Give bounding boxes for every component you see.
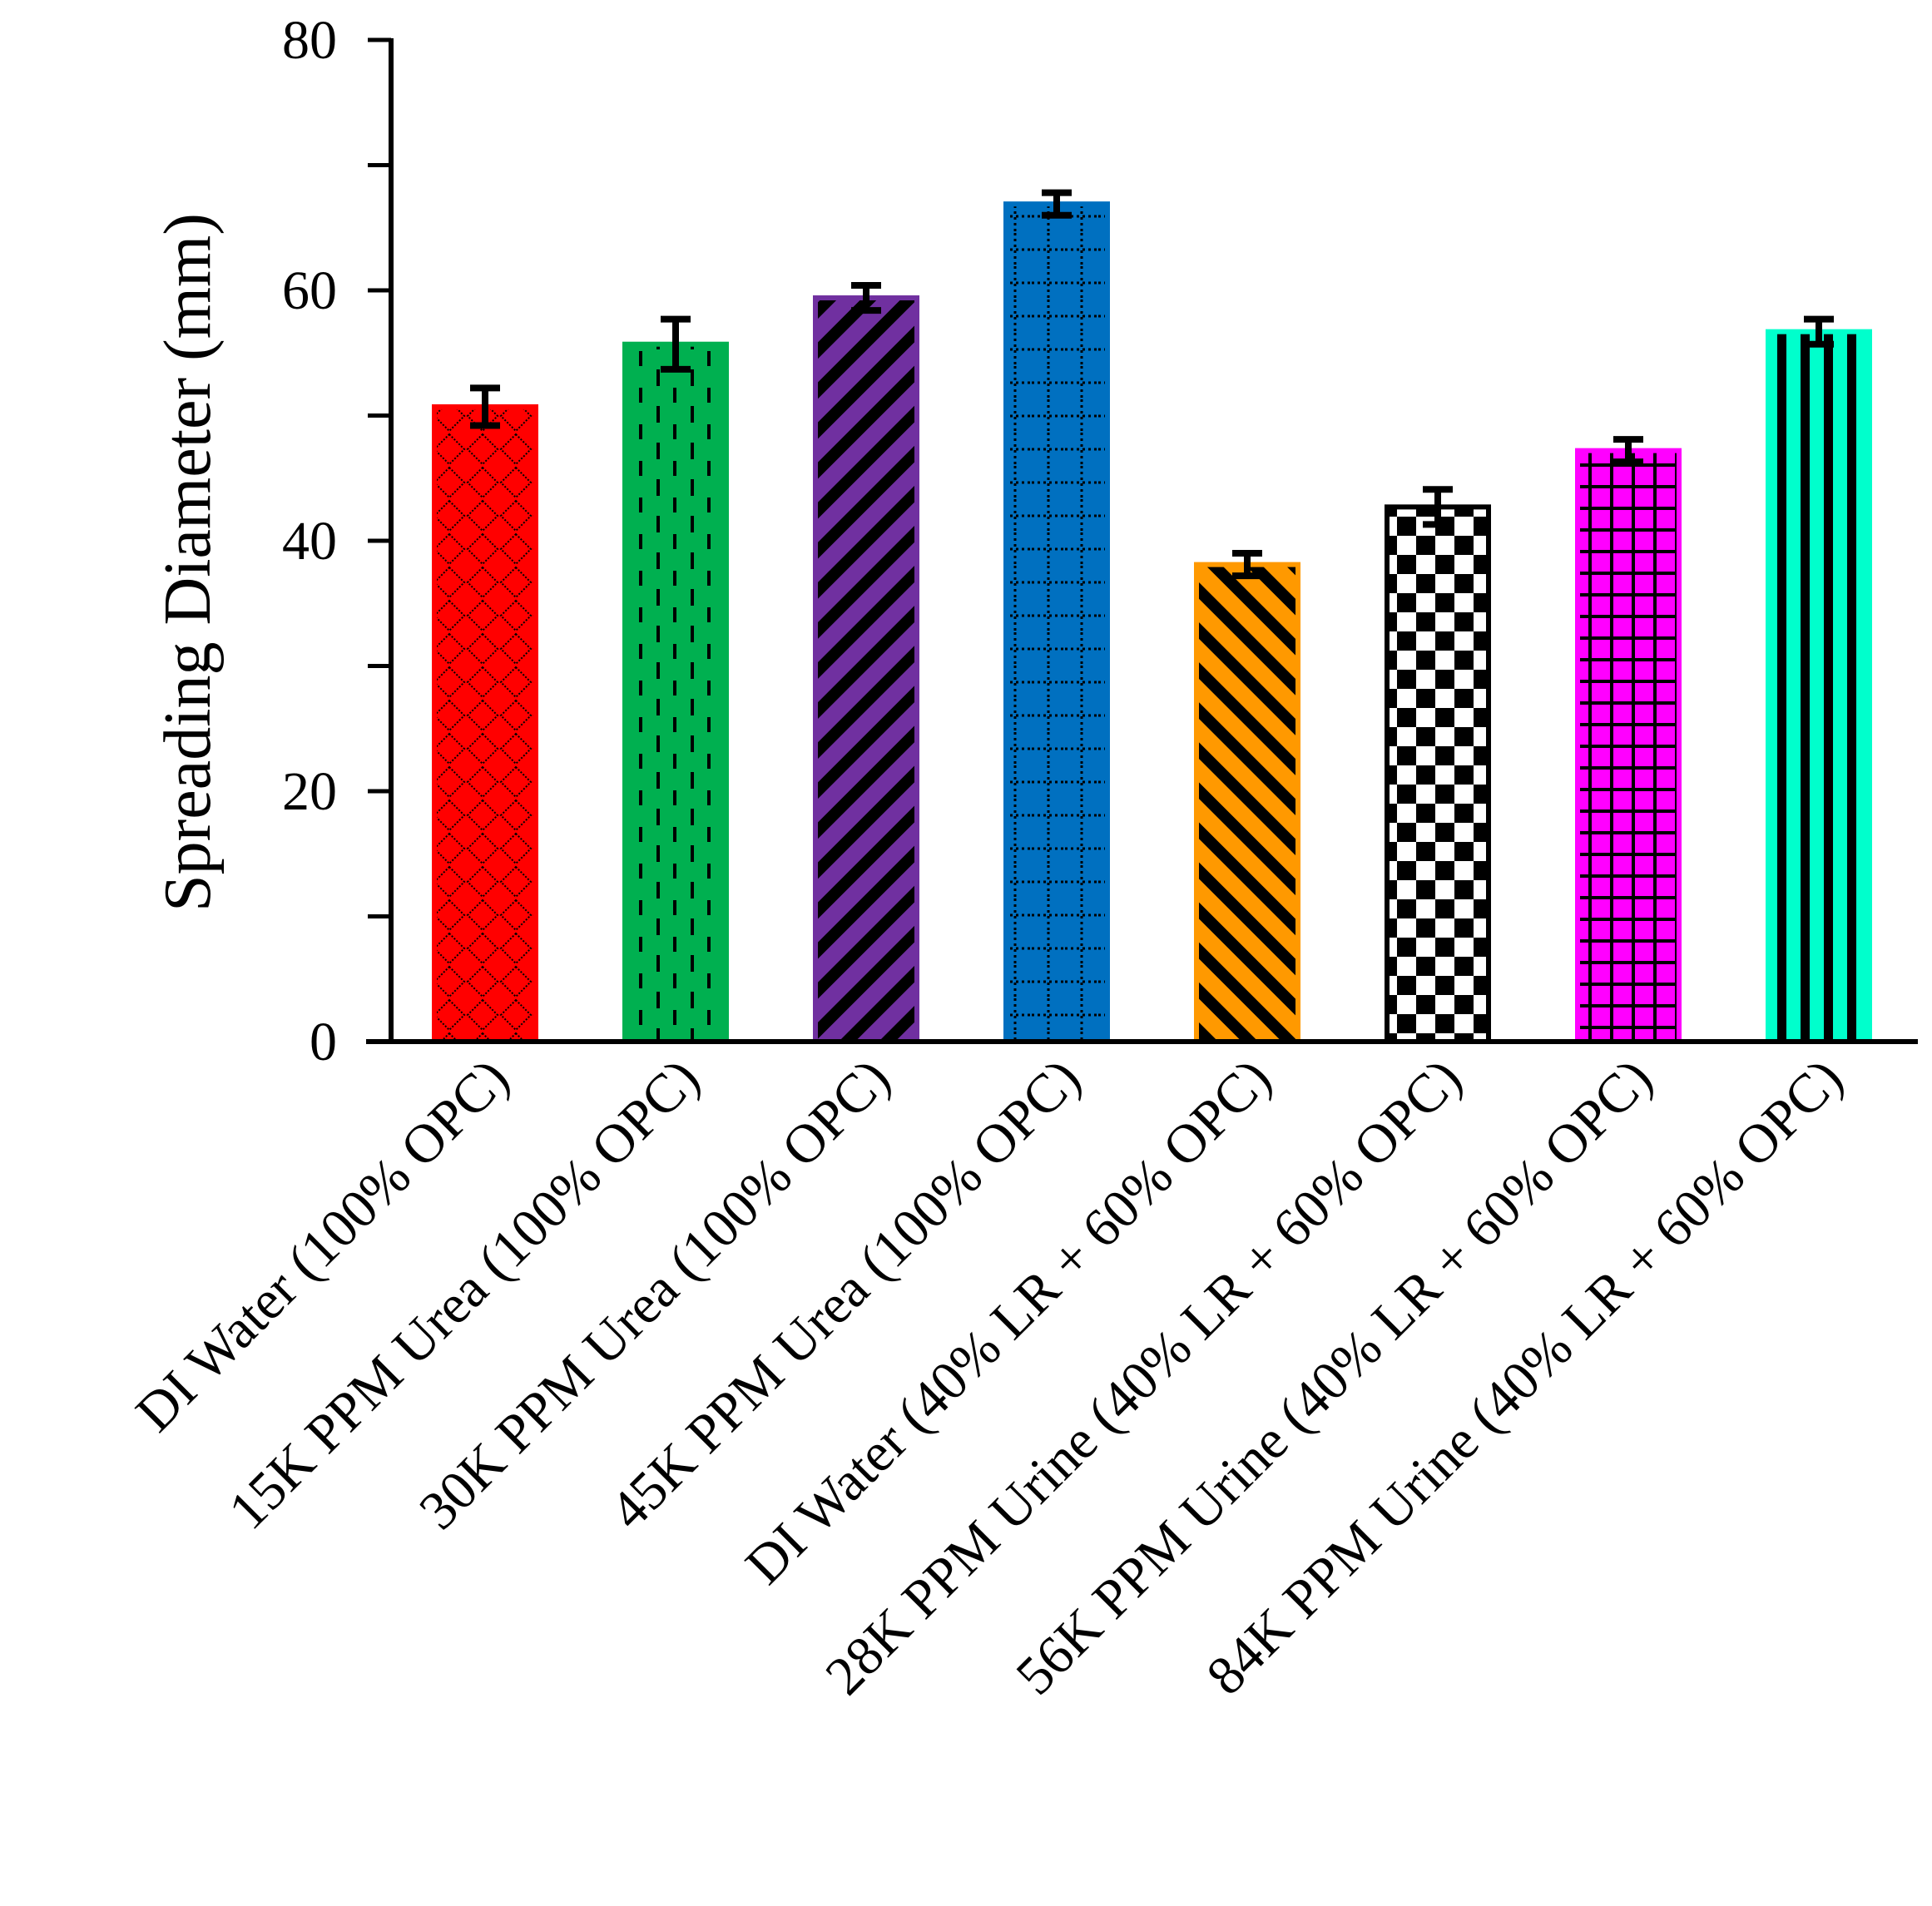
y-axis-title: Spreading Diameter (mm) xyxy=(151,213,225,912)
y-tick-label-0: 0 xyxy=(310,1012,337,1072)
error-bars-layer xyxy=(470,189,1834,580)
y-tick-label-20: 20 xyxy=(282,761,337,822)
y-tick-label-40: 40 xyxy=(282,511,337,572)
bar-1 xyxy=(432,403,538,1044)
y-tick-label-80: 80 xyxy=(282,10,337,71)
bar-8 xyxy=(1766,329,1872,1045)
bar-3 xyxy=(813,295,919,1044)
x-tick-label-1: DI Water (100% OPC) xyxy=(125,1047,521,1443)
bar-6 xyxy=(1385,504,1491,1044)
bar-2 xyxy=(622,341,729,1044)
axes-layer xyxy=(366,37,1918,1044)
bars-layer xyxy=(432,201,1872,1045)
bar-7 xyxy=(1575,448,1682,1044)
y-tick-label-60: 60 xyxy=(282,260,337,321)
bar-5 xyxy=(1194,562,1300,1044)
bar-4 xyxy=(1003,201,1110,1044)
